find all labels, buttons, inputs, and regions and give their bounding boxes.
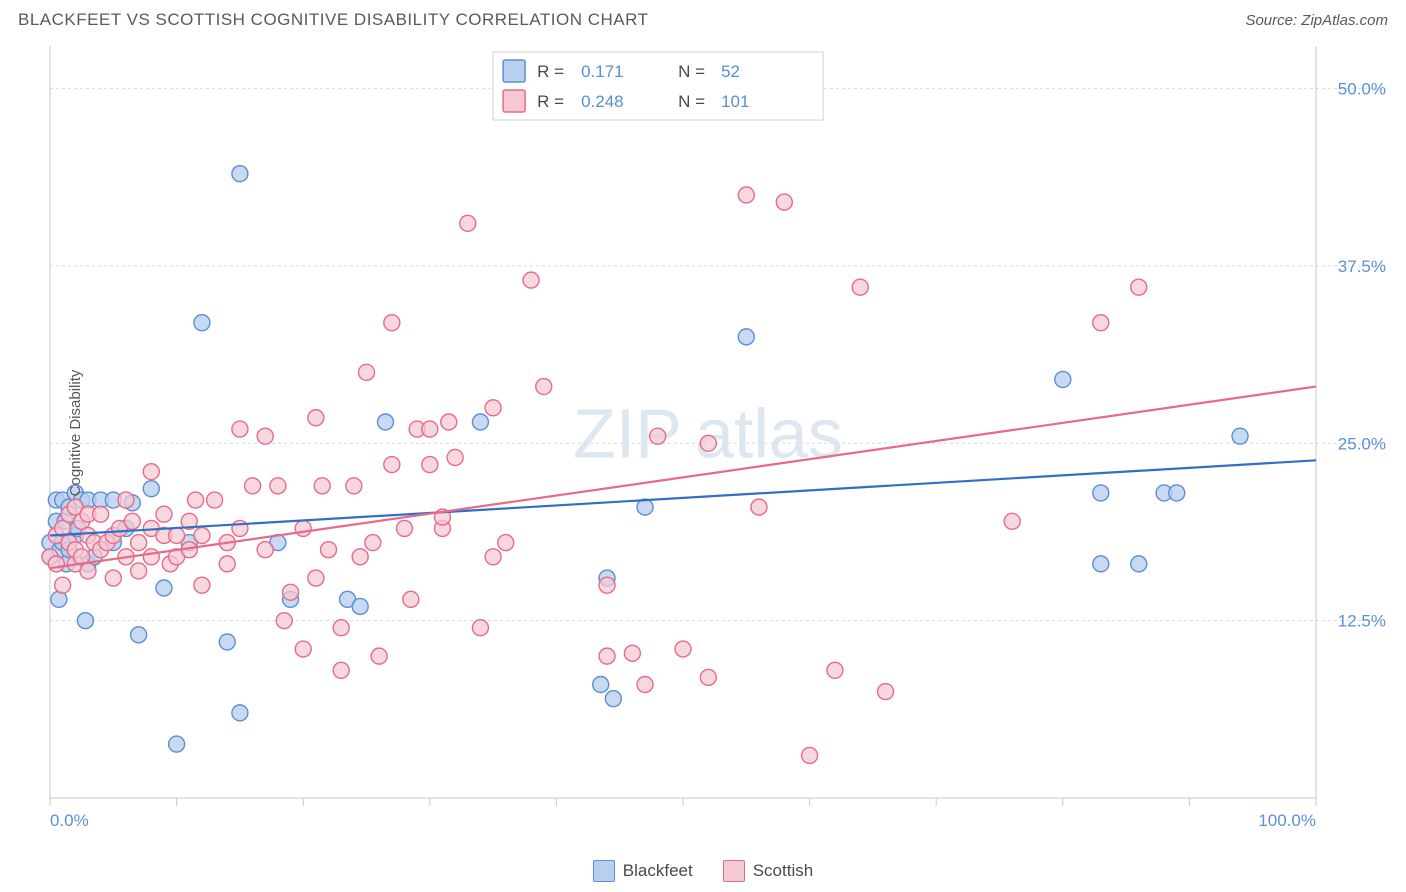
svg-text:37.5%: 37.5% [1338,257,1386,276]
legend-item-blackfeet: Blackfeet [593,860,693,882]
svg-text:atlas: atlas [695,394,843,472]
svg-text:R =: R = [537,62,564,81]
y-axis-label: Cognitive Disability [67,370,84,497]
svg-text:100.0%: 100.0% [1258,811,1316,828]
svg-text:12.5%: 12.5% [1338,612,1386,631]
svg-text:50.0%: 50.0% [1338,80,1386,99]
chart-source: Source: ZipAtlas.com [1245,12,1388,29]
legend-item-scottish: Scottish [723,860,813,882]
svg-text:52: 52 [721,62,740,81]
svg-text:0.171: 0.171 [581,62,624,81]
legend-label: Blackfeet [623,861,693,881]
svg-text:R =: R = [537,92,564,111]
svg-text:N =: N = [678,92,705,111]
svg-text:101: 101 [721,92,749,111]
swatch-scottish [723,860,745,882]
legend-bottom: Blackfeet Scottish [0,860,1406,882]
svg-text:0.0%: 0.0% [50,811,89,828]
svg-text:N =: N = [678,62,705,81]
chart-header: BLACKFEET VS SCOTTISH COGNITIVE DISABILI… [0,0,1406,38]
chart-title: BLACKFEET VS SCOTTISH COGNITIVE DISABILI… [18,10,648,30]
svg-text:25.0%: 25.0% [1338,434,1386,453]
swatch-blackfeet [593,860,615,882]
scatter-chart-svg: ZIPatlas0.0%100.0%12.5%25.0%37.5%50.0%R … [18,38,1388,828]
svg-text:0.248: 0.248 [581,92,624,111]
chart-area: Cognitive Disability ZIPatlas0.0%100.0%1… [18,38,1388,828]
legend-label: Scottish [753,861,813,881]
